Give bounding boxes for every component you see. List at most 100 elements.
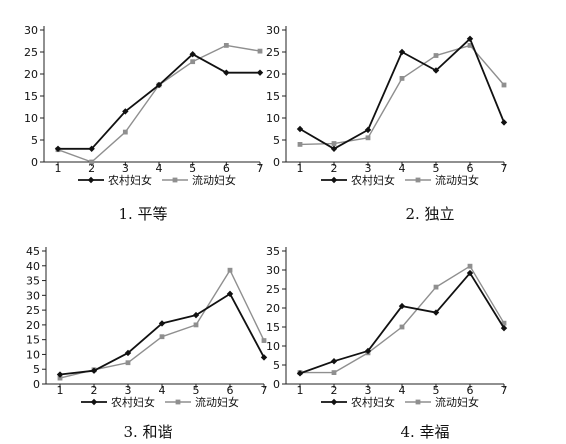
chart-1-x-tick-label: 7	[257, 162, 264, 175]
chart-3-series-migrant-point	[193, 322, 199, 328]
chart-3-series-migrant-point	[261, 338, 267, 343]
chart-2-legend-rural-marker	[330, 176, 338, 184]
chart-1-y-tick-label: 5	[31, 134, 38, 147]
chart-1-series-rural-point	[88, 145, 95, 152]
chart-4-legend-migrant-marker	[415, 399, 421, 405]
chart-2-series-migrant-point	[399, 76, 405, 81]
chart-3-x-tick-label: 2	[91, 384, 98, 397]
chart-1-series-rural-point	[223, 69, 230, 76]
chart-2-x-tick-label: 2	[331, 162, 338, 175]
chart-1-series-rural-point	[256, 69, 264, 76]
chart-4-x-tick-label: 4	[399, 384, 406, 397]
chart-4-series-rural-point	[398, 302, 406, 310]
chart-2-y-tick-label: 0	[273, 156, 280, 169]
chart-3-series-migrant-point	[125, 360, 131, 366]
chart-1-legend-migrant-label: 流动妇女	[192, 173, 236, 187]
chart-4-y-tick-label: 5	[273, 359, 280, 372]
chart-4-series-rural-point	[330, 358, 338, 365]
chart-4-series-migrant-point	[467, 263, 473, 269]
chart-2-x-tick-label: 6	[467, 162, 474, 175]
chart-3-series-rural-point	[260, 354, 268, 361]
chart-4-x-tick-label: 7	[501, 384, 508, 397]
chart-1-series-migrant-point	[190, 59, 196, 65]
chart-4-series-rural-point	[466, 269, 474, 277]
chart-1-y-tick-label: 30	[24, 24, 38, 37]
chart-2-series-migrant-point	[365, 135, 371, 141]
chart-1-y-tick-label: 0	[31, 156, 38, 169]
chart-4-x-tick-label: 5	[433, 384, 440, 397]
chart-2-series-rural-point	[500, 119, 508, 126]
chart-3-x-tick-label: 4	[159, 384, 166, 397]
chart-1-y-tick-label: 10	[24, 112, 38, 125]
chart-3-x-tick-label: 5	[193, 384, 200, 397]
chart-4-x-tick-label: 3	[365, 384, 372, 397]
chart-4-y-tick-label: 0	[273, 378, 280, 391]
chart-4-y-tick-label: 25	[266, 283, 280, 296]
chart-3-series-rural-point	[56, 371, 64, 378]
chart-3-y-tick-label: 15	[26, 334, 40, 347]
chart-3-legend-migrant-label: 流动妇女	[195, 395, 239, 409]
chart-1-x-tick-label: 1	[55, 162, 62, 175]
chart-4-y-tick-label: 35	[266, 245, 280, 258]
chart-caption-3: 3. 和谐	[123, 423, 173, 441]
chart-3-series-rural-point	[158, 320, 166, 327]
chart-4-series-rural-point	[432, 309, 440, 316]
chart-2-y-tick-label: 15	[266, 90, 280, 103]
chart-1-series-rural-line	[58, 53, 260, 150]
chart-3-series-rural-line	[59, 292, 265, 376]
chart-4-series-rural-point	[296, 370, 304, 377]
chart-3-y-tick-label: 35	[26, 275, 40, 288]
chart-3-legend-rural-marker	[90, 398, 98, 406]
chart-3-series-rural-point	[192, 311, 200, 319]
chart-2-y-tick-label: 25	[266, 46, 280, 59]
chart-1-legend-migrant-marker	[172, 177, 178, 183]
chart-2-y-tick-label: 20	[266, 68, 280, 81]
chart-2-series-rural-point	[330, 145, 338, 152]
chart-1-series-rural-point	[122, 108, 129, 115]
chart-2-x-tick-label: 7	[501, 162, 508, 175]
chart-3-y-tick-label: 30	[26, 289, 40, 302]
chart-4-y-tick-label: 30	[266, 264, 280, 277]
chart-1-series-migrant-point	[223, 43, 229, 48]
chart-2-series-rural-point	[398, 48, 406, 56]
chart-4-y-tick-label: 10	[266, 340, 280, 353]
chart-4-legend-rural-marker	[330, 398, 338, 406]
chart-3-series-migrant-point	[159, 334, 165, 340]
chart-2-legend-rural-label: 农村妇女	[351, 173, 395, 187]
chart-3-y-tick-label: 25	[26, 304, 40, 317]
chart-2-series-migrant-line	[299, 44, 505, 146]
chart-2-series-rural-point	[432, 67, 440, 74]
chart-1-series-rural-point	[54, 145, 62, 152]
chart-1-series-rural-point	[189, 51, 196, 58]
chart-1-series-rural-point	[155, 81, 163, 89]
chart-2-series-rural-point	[466, 35, 474, 42]
chart-2-series-rural-point	[364, 126, 372, 134]
chart-1-y-tick-label: 25	[24, 46, 38, 59]
chart-1-legend-rural-label: 农村妇女	[108, 173, 152, 187]
chart-4-y-tick-label: 20	[266, 302, 280, 315]
chart-3-x-tick-label: 1	[57, 384, 64, 397]
chart-1-series-migrant-point	[89, 159, 95, 165]
chart-2-series-migrant-point	[501, 82, 507, 88]
chart-2-legend-migrant-marker	[415, 177, 421, 183]
chart-1-series-migrant-point	[257, 48, 263, 54]
chart-caption-4: 4. 幸福	[400, 423, 450, 441]
chart-2: 0 5 10 15 20 25 30 1 2 3 4 5 6 7 农村妇女 流动妇女	[266, 24, 508, 187]
chart-3-series-migrant-point	[57, 375, 63, 381]
chart-3-legend-migrant-marker	[175, 399, 181, 405]
chart-4-series-rural-line	[299, 272, 505, 375]
chart-3-y-tick-label: 5	[33, 363, 40, 376]
chart-2-series-migrant-point	[433, 53, 439, 58]
chart-4-series-migrant-point	[501, 320, 507, 326]
chart-1-series-migrant-point	[122, 129, 128, 135]
chart-3-y-tick-label: 20	[26, 319, 40, 332]
chart-caption-2: 2. 独立	[405, 205, 455, 223]
chart-4: 0 5 10 15 20 25 30 35 1 2 3 4 5 6 7 农村妇女 流动妇女	[266, 245, 508, 409]
chart-2-x-tick-label: 3	[365, 162, 372, 175]
chart-1-x-tick-label: 4	[156, 162, 163, 175]
chart-3-x-tick-label: 3	[125, 384, 132, 397]
chart-1-x-tick-label: 6	[223, 162, 230, 175]
chart-3-series-migrant-point	[227, 267, 233, 273]
chart-1-x-tick-label: 5	[189, 162, 196, 175]
